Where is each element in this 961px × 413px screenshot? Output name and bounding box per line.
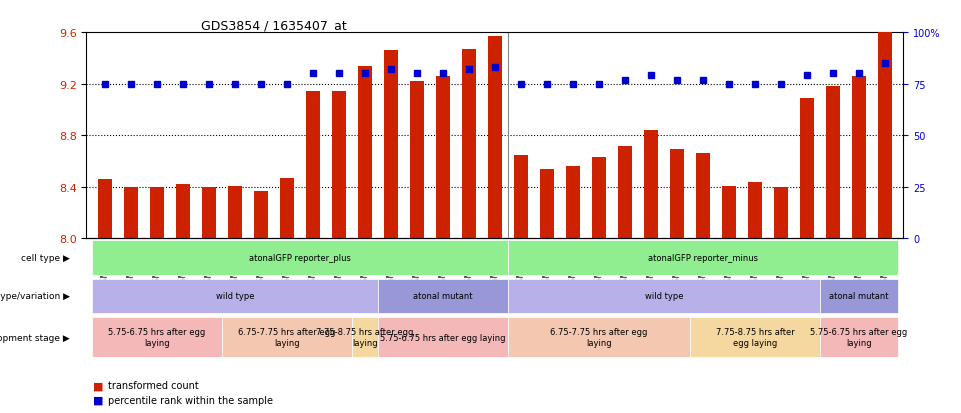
FancyBboxPatch shape xyxy=(222,318,352,357)
Bar xyxy=(488,37,502,239)
FancyBboxPatch shape xyxy=(91,279,378,313)
FancyBboxPatch shape xyxy=(690,318,820,357)
FancyBboxPatch shape xyxy=(378,279,508,313)
Bar xyxy=(774,188,788,239)
Text: 6.75-7.75 hrs after egg
laying: 6.75-7.75 hrs after egg laying xyxy=(551,328,648,347)
Text: wild type: wild type xyxy=(215,292,254,301)
Text: atonal mutant: atonal mutant xyxy=(413,292,473,301)
Text: 5.75-6.75 hrs after egg
laying: 5.75-6.75 hrs after egg laying xyxy=(108,328,206,347)
Bar xyxy=(280,178,294,239)
Text: atonalGFP reporter_plus: atonalGFP reporter_plus xyxy=(249,254,351,262)
Bar xyxy=(409,82,424,239)
FancyBboxPatch shape xyxy=(820,318,899,357)
Bar xyxy=(566,167,580,239)
Bar xyxy=(124,188,137,239)
Bar xyxy=(618,146,632,239)
FancyBboxPatch shape xyxy=(91,241,508,275)
Text: percentile rank within the sample: percentile rank within the sample xyxy=(108,395,273,405)
Bar xyxy=(383,51,398,239)
FancyBboxPatch shape xyxy=(820,279,899,313)
Text: transformed count: transformed count xyxy=(108,380,198,390)
FancyBboxPatch shape xyxy=(91,318,222,357)
Bar xyxy=(357,66,372,239)
Bar xyxy=(825,87,840,239)
Text: genotype/variation ▶: genotype/variation ▶ xyxy=(0,292,70,301)
Bar xyxy=(435,77,450,239)
Text: 7.75-8.75 hrs after egg
laying: 7.75-8.75 hrs after egg laying xyxy=(316,328,413,347)
FancyBboxPatch shape xyxy=(508,241,899,275)
Bar xyxy=(202,188,216,239)
Bar xyxy=(98,180,111,239)
FancyBboxPatch shape xyxy=(508,318,690,357)
Bar xyxy=(800,99,814,239)
Text: 5.75-6.75 hrs after egg
laying: 5.75-6.75 hrs after egg laying xyxy=(810,328,908,347)
Bar xyxy=(644,131,658,239)
Text: ■: ■ xyxy=(93,395,104,405)
Text: 6.75-7.75 hrs after egg
laying: 6.75-7.75 hrs after egg laying xyxy=(238,328,335,347)
Bar xyxy=(540,169,554,239)
Text: wild type: wild type xyxy=(645,292,683,301)
FancyBboxPatch shape xyxy=(352,318,378,357)
Bar xyxy=(306,92,320,239)
Bar xyxy=(514,155,529,239)
Bar xyxy=(176,185,190,239)
Bar xyxy=(722,186,736,239)
Bar xyxy=(461,50,476,239)
Bar xyxy=(592,158,606,239)
Bar xyxy=(150,188,164,239)
Bar xyxy=(852,77,866,239)
Text: atonal mutant: atonal mutant xyxy=(829,292,889,301)
Bar xyxy=(332,92,346,239)
Text: cell type ▶: cell type ▶ xyxy=(21,254,70,262)
Text: ■: ■ xyxy=(93,380,104,390)
FancyBboxPatch shape xyxy=(378,318,508,357)
Bar xyxy=(748,182,762,239)
Text: development stage ▶: development stage ▶ xyxy=(0,333,70,342)
FancyBboxPatch shape xyxy=(508,279,820,313)
Text: 7.75-8.75 hrs after
egg laying: 7.75-8.75 hrs after egg laying xyxy=(716,328,795,347)
Text: atonalGFP reporter_minus: atonalGFP reporter_minus xyxy=(648,254,758,262)
Bar xyxy=(878,32,892,239)
Bar xyxy=(228,186,242,239)
Text: 5.75-6.75 hrs after egg laying: 5.75-6.75 hrs after egg laying xyxy=(381,333,505,342)
Bar xyxy=(670,150,684,239)
Bar xyxy=(696,154,710,239)
Bar xyxy=(254,191,268,239)
Text: GDS3854 / 1635407_at: GDS3854 / 1635407_at xyxy=(201,19,347,32)
